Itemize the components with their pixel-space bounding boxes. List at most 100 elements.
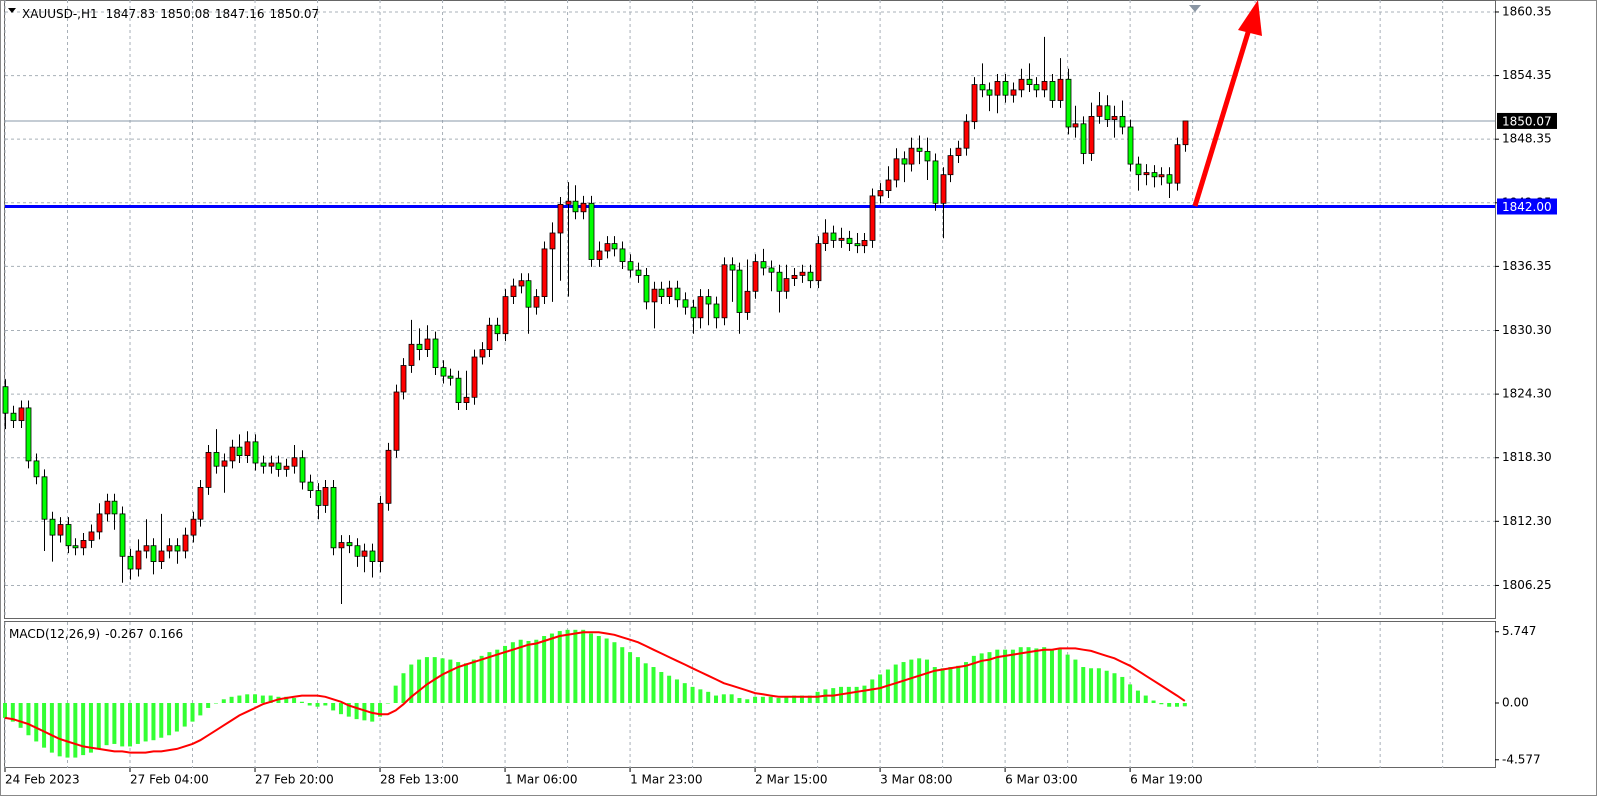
candle-body	[174, 545, 181, 552]
candle-body	[861, 240, 868, 247]
candle-body	[361, 550, 368, 557]
close: 1850.07	[270, 7, 320, 21]
current-price-box	[1497, 112, 1557, 129]
candle-body	[119, 513, 126, 557]
macd-bar	[690, 686, 695, 704]
macd-bar	[96, 703, 101, 749]
macd-bar	[26, 703, 31, 736]
macd-bar	[1112, 673, 1117, 704]
macd-bar	[1057, 648, 1062, 704]
candle-body	[299, 457, 306, 483]
macd-bar	[792, 695, 797, 704]
candle-body	[307, 481, 314, 491]
y-tick-label: 1848.35	[1502, 132, 1552, 146]
macd-bar	[784, 696, 789, 704]
candle-body	[791, 274, 798, 279]
macd-bar	[846, 686, 851, 704]
candle-body	[49, 518, 56, 536]
signal-value: 0.166	[149, 627, 183, 641]
marks	[2, 36, 1495, 758]
candle-body	[369, 550, 376, 563]
macd-bar	[979, 653, 984, 704]
candle-body	[502, 296, 509, 335]
macd-bar	[745, 699, 750, 704]
macd-header: MACD(12,26,9) -0.267 0.166	[9, 627, 183, 641]
macd-bar	[260, 695, 265, 704]
candle-body	[1143, 172, 1150, 176]
macd-bar	[753, 696, 758, 704]
menu-triangle[interactable]	[8, 8, 16, 13]
x-tick-label: 1 Mar 06:00	[505, 773, 578, 787]
candle-body	[275, 462, 282, 470]
x-tick-label: 2 Mar 15:00	[755, 773, 828, 787]
candle-body	[41, 476, 48, 520]
macd-bar	[901, 662, 906, 704]
macd-bar	[346, 703, 351, 717]
macd-bar	[221, 699, 226, 704]
candle-body	[416, 343, 423, 350]
candle-body	[408, 343, 415, 366]
macd-bar	[1081, 667, 1086, 704]
candle-body	[1088, 115, 1095, 154]
candle-body	[494, 324, 501, 335]
macd-bar	[135, 703, 140, 744]
macd-name: MACD(12,26,9)	[9, 627, 100, 641]
macd-bar	[1120, 676, 1125, 704]
candle-body	[72, 545, 79, 549]
candle-body	[924, 150, 931, 162]
macd-bar	[471, 659, 476, 704]
macd-bar	[229, 696, 234, 704]
macd-bar	[948, 667, 953, 704]
candle-body	[205, 452, 212, 488]
candle-body	[127, 555, 134, 570]
macd-bar	[174, 703, 179, 732]
macd-bar	[120, 703, 125, 747]
macd-bar	[182, 703, 187, 727]
candle-body	[830, 232, 837, 241]
candle-body	[604, 243, 611, 252]
macd-bar	[1104, 670, 1109, 704]
signal-line	[4, 631, 1186, 754]
candle-body	[932, 160, 939, 204]
candle-body	[354, 545, 361, 557]
x-tick-label: 28 Feb 13:00	[380, 773, 459, 787]
candle-body	[143, 545, 150, 552]
macd-bar	[924, 659, 929, 704]
macd-bar	[799, 695, 804, 704]
candle-body	[190, 518, 197, 536]
arrow-shaft	[1192, 25, 1253, 207]
macd-bar	[542, 636, 547, 704]
candle-body	[533, 296, 540, 308]
macd-bar	[557, 631, 562, 704]
candle-body	[440, 367, 447, 377]
macd-bar	[807, 695, 812, 704]
macd-bar	[299, 701, 304, 704]
macd-bar	[604, 638, 609, 704]
candle-body	[838, 237, 845, 241]
candle-body	[252, 441, 259, 464]
macd-bar	[385, 703, 390, 704]
macd-bar	[18, 703, 23, 728]
macd-bar	[1135, 690, 1140, 704]
candle-body	[463, 396, 470, 404]
macd-bar	[73, 703, 78, 758]
macd-bar	[268, 695, 273, 704]
macd-bar	[870, 679, 875, 704]
candle-body	[588, 202, 595, 260]
macd-bar	[143, 703, 148, 742]
y2-tick-label: -4.577	[1502, 752, 1541, 766]
candle-body	[268, 462, 275, 467]
annotation-arrow	[1192, 0, 1262, 207]
macd-bar	[331, 703, 336, 711]
candle-body	[901, 158, 908, 165]
macd-bar	[620, 647, 625, 704]
y2-tick-label: 5.747	[1502, 624, 1536, 638]
macd-bar	[409, 664, 414, 704]
macd-bar	[971, 655, 976, 704]
candle-body	[291, 457, 298, 467]
macd-bar	[674, 679, 679, 704]
candle-body	[80, 540, 87, 549]
macd-bar	[643, 663, 648, 704]
macd-bar	[573, 629, 578, 704]
macd-bar	[659, 671, 664, 704]
